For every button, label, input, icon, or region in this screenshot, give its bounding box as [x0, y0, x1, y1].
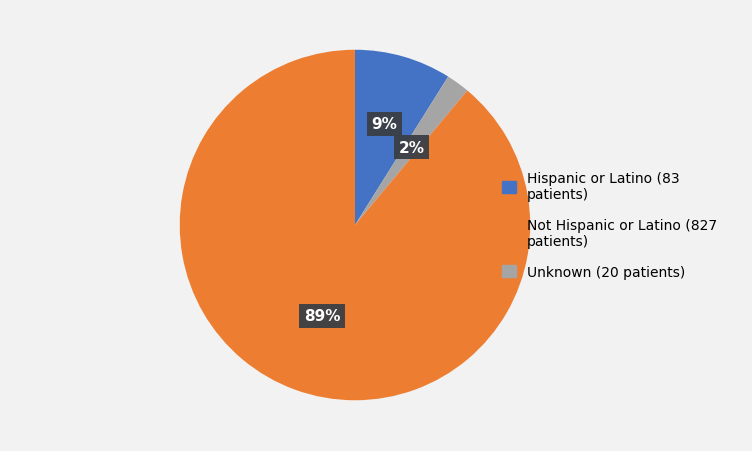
Text: 2%: 2%	[399, 140, 425, 155]
Wedge shape	[180, 51, 530, 400]
Wedge shape	[355, 78, 467, 226]
Legend: Hispanic or Latino (83
patients), Not Hispanic or Latino (827
patients), Unknown: Hispanic or Latino (83 patients), Not Hi…	[502, 172, 717, 279]
Wedge shape	[355, 51, 448, 226]
Text: 9%: 9%	[371, 117, 397, 132]
Text: 89%: 89%	[304, 308, 341, 323]
